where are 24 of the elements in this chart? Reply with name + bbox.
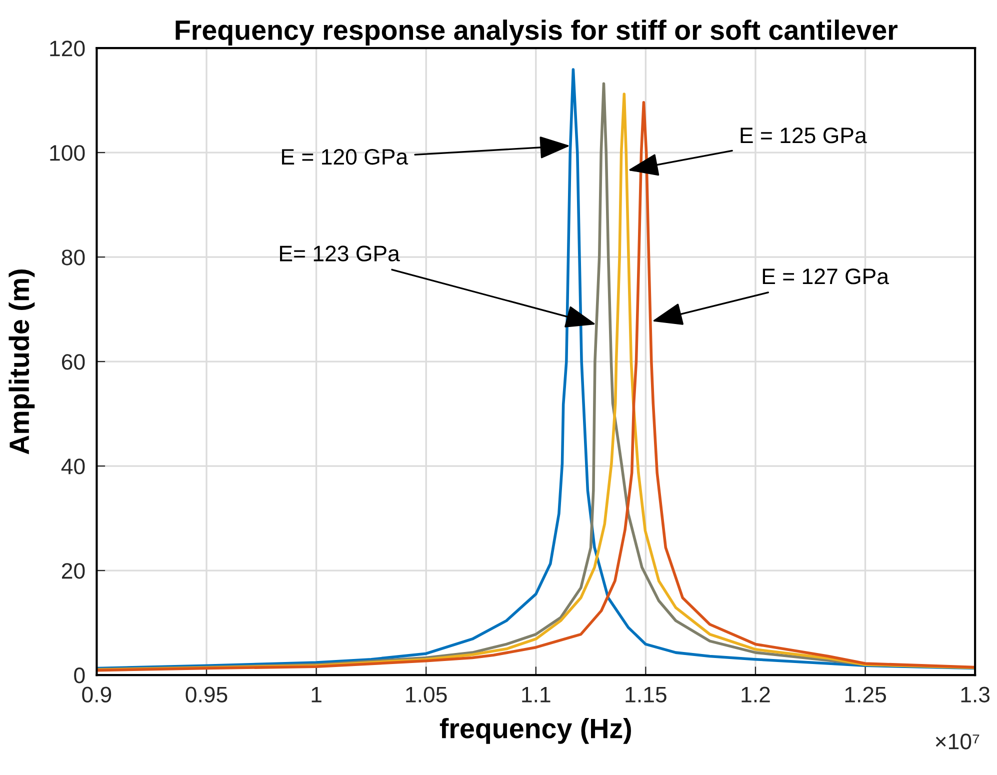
- x-tick-label: 0.95: [186, 686, 228, 702]
- x-tick-label: 1.25: [845, 686, 886, 702]
- annotation: E = 120 GPa: [282, 148, 408, 165]
- x-tick-label: 0.9: [82, 686, 112, 702]
- y-tick-label: 100: [50, 145, 85, 161]
- y-tick-label: 40: [61, 458, 85, 474]
- chart-title: Frequency response analysis for stiff or soft cantilever: [176, 20, 898, 46]
- y-axis-title: Amplitude (m): [8, 270, 35, 454]
- text: ×10⁷: [936, 734, 980, 750]
- annotation: E = 127 GPa: [762, 268, 889, 284]
- x-tick-label: 1.2: [742, 686, 770, 702]
- y-tick-label: 20: [62, 563, 85, 579]
- x-tick-label: 1: [312, 686, 322, 702]
- x-tick-label: 1.15: [626, 686, 666, 702]
- y-tick-label: 0: [74, 668, 85, 684]
- x-tick-label: 1.05: [406, 686, 447, 702]
- x-axis-title: frequency (Hz): [440, 718, 631, 744]
- x-tick-label: 1.1: [522, 686, 550, 702]
- y-tick-label: 120: [50, 40, 85, 56]
- y-tick-label: 80: [62, 250, 85, 266]
- y-tick-label: 60: [62, 354, 85, 370]
- annotation: E= 123 GPa: [280, 246, 400, 262]
- x-tick-label: 1.3: [961, 686, 990, 702]
- annotation: E = 125 GPa: [740, 128, 867, 144]
